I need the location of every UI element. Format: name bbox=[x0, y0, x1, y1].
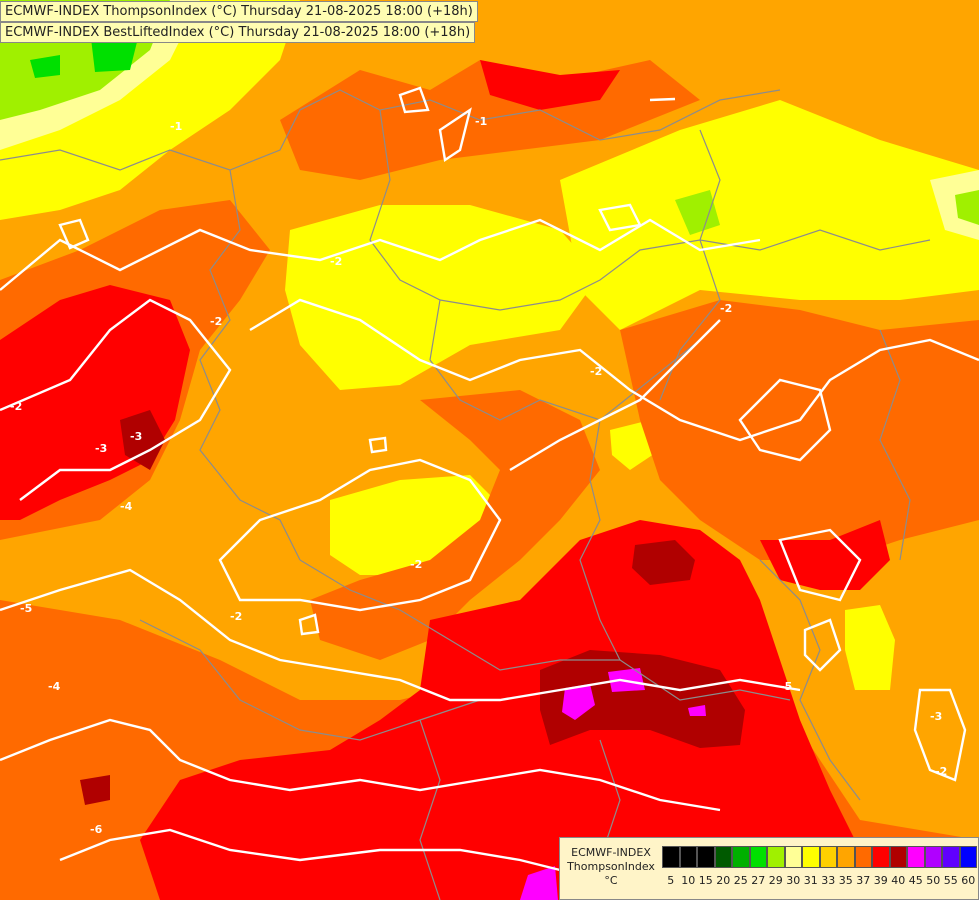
field-darkred-west bbox=[80, 410, 165, 805]
legend-tick-label: 29 bbox=[768, 874, 783, 887]
legend-swatch bbox=[784, 846, 802, 868]
lifted-index-contours bbox=[0, 86, 979, 872]
legend-parameter: ThompsonIndex bbox=[567, 860, 655, 873]
contour-label: -2 bbox=[10, 400, 22, 413]
field-darkorange-east bbox=[620, 300, 979, 560]
contour-label: -2 bbox=[330, 255, 342, 268]
legend-swatch bbox=[697, 846, 715, 868]
contour-label: -1 bbox=[475, 115, 487, 128]
field-magenta-3 bbox=[688, 705, 706, 716]
legend-tick-label: 39 bbox=[873, 874, 888, 887]
legend-tick-label: 20 bbox=[716, 874, 731, 887]
contour-label: -3 bbox=[930, 710, 942, 723]
legend-tick-label: 27 bbox=[751, 874, 766, 887]
legend-swatch bbox=[959, 846, 977, 868]
legend-tick-label: 35 bbox=[838, 874, 853, 887]
legend-swatch bbox=[662, 846, 680, 868]
map-title-best-lifted-index: ECMWF-INDEX BestLiftedIndex (°C) Thursda… bbox=[0, 22, 476, 43]
color-legend: ECMWF-INDEX ThompsonIndex °C 5 10 15 20 25 27… bbox=[559, 837, 979, 900]
field-yellow-se bbox=[845, 605, 895, 690]
legend-swatches bbox=[662, 846, 977, 868]
contour-label: -2 bbox=[935, 765, 947, 778]
contour-label: -6 bbox=[90, 823, 103, 836]
field-red-ne bbox=[480, 60, 620, 110]
field-yellow-central bbox=[285, 205, 600, 390]
field-yellowgreen-east bbox=[675, 190, 979, 235]
legend-swatch bbox=[924, 846, 942, 868]
field-magenta-1 bbox=[562, 684, 595, 720]
legend-tick-label: 33 bbox=[821, 874, 836, 887]
contour-label: -5 bbox=[780, 680, 792, 693]
contour-label: -2 bbox=[720, 302, 732, 315]
legend-tick-label: 50 bbox=[926, 874, 941, 887]
legend-tick-label: 10 bbox=[681, 874, 696, 887]
legend-source: ECMWF-INDEX bbox=[571, 846, 651, 859]
legend-tick-label: 30 bbox=[786, 874, 801, 887]
legend-swatch bbox=[749, 846, 767, 868]
contour-label: -4 bbox=[48, 680, 61, 693]
field-lightyellow-east bbox=[930, 170, 979, 240]
legend-label: ECMWF-INDEX ThompsonIndex °C bbox=[564, 846, 658, 888]
contour-label: -2 bbox=[590, 365, 602, 378]
contour-label: -5 bbox=[20, 602, 32, 615]
legend-swatch bbox=[819, 846, 837, 868]
field-yellow-east bbox=[560, 100, 979, 330]
contour-label: -4 bbox=[120, 500, 133, 513]
legend-swatch bbox=[854, 846, 872, 868]
map-title-thompson-index: ECMWF-INDEX ThompsonIndex (°C) Thursday … bbox=[0, 1, 478, 22]
legend-tick-label: 40 bbox=[891, 874, 906, 887]
legend-swatch bbox=[907, 846, 925, 868]
legend-swatch bbox=[767, 846, 785, 868]
legend-swatch bbox=[889, 846, 907, 868]
legend-tick-label: 25 bbox=[733, 874, 748, 887]
field-darkorange-band bbox=[310, 390, 600, 660]
field-red-south bbox=[140, 520, 900, 900]
legend-swatch bbox=[942, 846, 960, 868]
legend-tick-label: 15 bbox=[698, 874, 713, 887]
contour-label: -2 bbox=[410, 558, 422, 571]
field-darkred-center bbox=[540, 650, 745, 748]
legend-tick-label: 45 bbox=[908, 874, 923, 887]
contour-labels: -1 -2 -3 -2 -2 -2 -2 -3 -4 -5 -6 -1 -2 -3 -4 -5 -2 -2 bbox=[10, 115, 947, 836]
legend-tick-label: 5 bbox=[667, 874, 675, 887]
legend-swatch bbox=[872, 846, 890, 868]
legend-swatch bbox=[679, 846, 697, 868]
legend-tick-label: 37 bbox=[856, 874, 871, 887]
contour-label: -3 bbox=[95, 442, 107, 455]
legend-swatch bbox=[837, 846, 855, 868]
legend-tick-label: 60 bbox=[961, 874, 976, 887]
field-darkred-blob bbox=[632, 540, 695, 585]
legend-swatch bbox=[732, 846, 750, 868]
contour-label: -2 bbox=[230, 610, 242, 623]
legend-swatch bbox=[802, 846, 820, 868]
legend-swatch bbox=[714, 846, 732, 868]
contour-label: -1 bbox=[170, 120, 182, 133]
contour-label: -3 bbox=[130, 430, 142, 443]
field-magenta-4 bbox=[520, 866, 558, 900]
legend-tick-label: 31 bbox=[803, 874, 818, 887]
legend-unit: °C bbox=[604, 874, 618, 887]
contour-label: -2 bbox=[210, 315, 222, 328]
country-borders bbox=[0, 89, 931, 900]
legend-tick-label: 55 bbox=[943, 874, 958, 887]
